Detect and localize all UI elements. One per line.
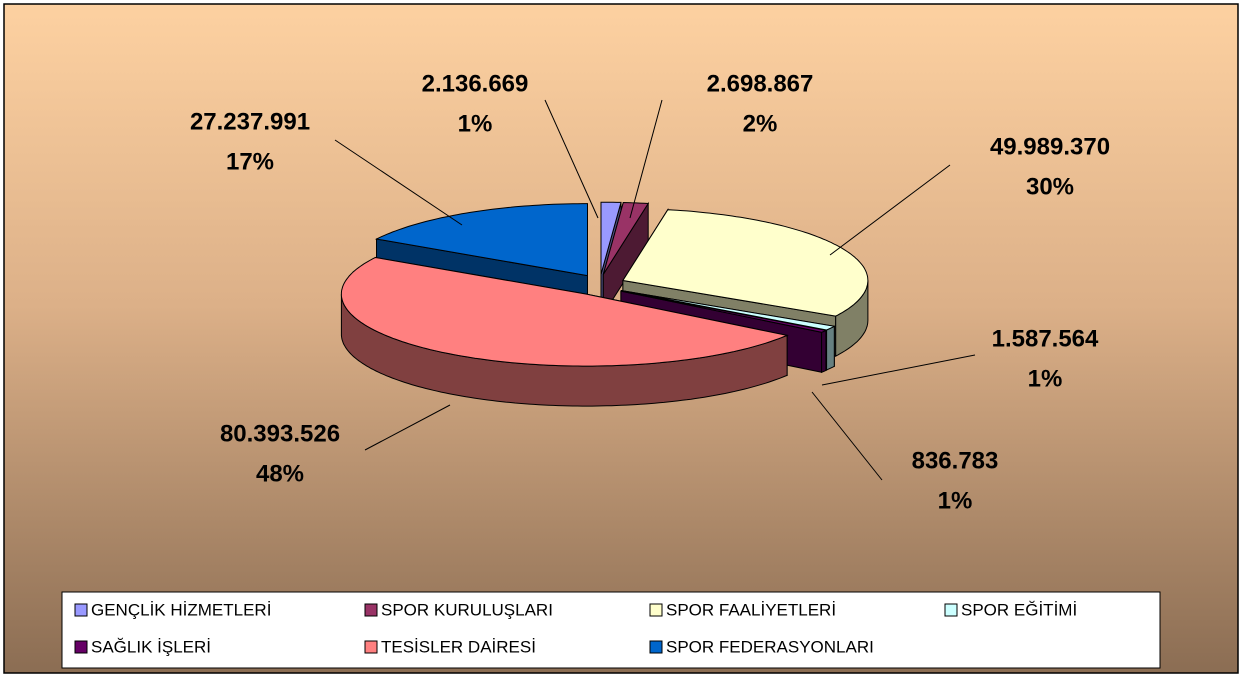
legend-swatch xyxy=(649,640,663,654)
slice xyxy=(340,256,789,367)
legend-swatch xyxy=(649,603,663,617)
legend-label: SPOR KURULUŞLARI xyxy=(381,600,553,619)
leader-line xyxy=(629,99,663,219)
slice xyxy=(602,201,650,275)
percentage-label: 1% xyxy=(458,110,493,137)
percentage-label: 48% xyxy=(256,460,304,487)
pie xyxy=(340,201,869,407)
percentage-label: 30% xyxy=(1026,173,1074,200)
leader-line xyxy=(829,164,951,256)
slice xyxy=(374,203,588,277)
legend-label: GENÇLİK HİZMETLERİ xyxy=(91,600,271,619)
slice xyxy=(621,290,836,331)
legend-box xyxy=(61,591,1161,669)
legend-swatch xyxy=(74,640,88,654)
legend-swatch xyxy=(74,603,88,617)
legend-swatch xyxy=(364,603,378,617)
legend-swatch xyxy=(364,640,378,654)
percentage-label: 2% xyxy=(743,110,778,137)
value-label: 27.237.991 xyxy=(190,108,310,135)
legend: GENÇLİK HİZMETLERİ SPOR KURULUŞLARI SPOR F… xyxy=(74,600,1077,656)
legend-swatch xyxy=(944,603,958,617)
legend-label: SPOR EĞİTİMİ xyxy=(961,600,1077,619)
legend-label: SPOR FAALİYETLERİ xyxy=(666,600,836,619)
value-label: 80.393.526 xyxy=(220,420,340,447)
slice-side xyxy=(821,329,827,374)
slice xyxy=(620,290,828,333)
legend-label: TESİSLER DAİRESİ xyxy=(381,637,536,656)
percentage-label: 1% xyxy=(1028,365,1063,392)
leader-line xyxy=(821,354,976,386)
legend-label: SAĞLIK İŞLERİ xyxy=(91,637,211,656)
value-label: 1.587.564 xyxy=(992,325,1099,352)
value-label: 2.698.867 xyxy=(707,70,814,97)
leader-line xyxy=(811,391,883,481)
percentage-label: 17% xyxy=(226,148,274,175)
slice-side xyxy=(826,325,835,371)
value-label: 836.783 xyxy=(912,447,999,474)
slice xyxy=(622,209,869,317)
slice xyxy=(600,201,622,275)
value-label: 49.989.370 xyxy=(990,133,1110,160)
percentage-label: 1% xyxy=(938,487,973,514)
leader-line xyxy=(544,99,599,219)
leader-line xyxy=(364,404,451,451)
legend-label: SPOR FEDERASYONLARI xyxy=(666,637,874,656)
value-label: 2.136.669 xyxy=(422,70,529,97)
leader-line xyxy=(334,139,463,226)
labels: 2.136.669 1% 2.698.867 2% 49.989.370 30% 1.587… xyxy=(190,70,1110,514)
